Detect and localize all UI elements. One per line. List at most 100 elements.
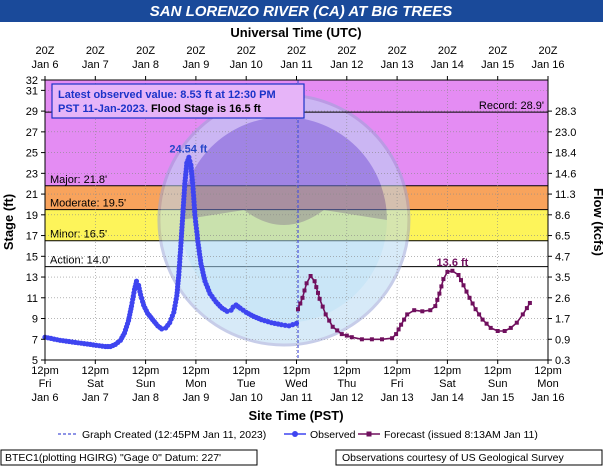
right-tick-label: 2.6 xyxy=(555,293,570,305)
left-tick-label: 13 xyxy=(26,272,38,284)
legend-observed-label: Observed xyxy=(310,429,356,441)
forecast-point xyxy=(339,332,344,337)
observed-point xyxy=(282,322,288,328)
top-tick-label-time: 20Z xyxy=(136,45,155,57)
forecast-point xyxy=(312,279,317,284)
footer-credit: Observations courtesy of US Geological S… xyxy=(342,452,565,464)
forecast-point xyxy=(484,321,489,326)
bottom-tick-label-time: 12pm xyxy=(132,365,160,377)
forecast-point xyxy=(327,318,332,323)
left-axis-title: Stage (ft) xyxy=(1,194,16,250)
forecast-point xyxy=(441,277,446,282)
bottom-tick-label-day: Sat xyxy=(87,378,104,390)
forecast-point xyxy=(437,291,442,296)
legend-created-label: Graph Created (12:45PM Jan 11, 2023) xyxy=(82,429,266,441)
bottom-tick-label-time: 12pm xyxy=(82,365,110,377)
forecast-point xyxy=(456,273,461,277)
noaa-logo-watermark xyxy=(157,93,411,347)
bottom-tick-label-day: Fri xyxy=(391,378,404,390)
footer: BTEC1(plotting HGIRG) "Gage 0" Datum: 22… xyxy=(0,449,603,466)
top-tick-label-time: 20Z xyxy=(237,45,256,57)
forecast-point xyxy=(308,274,313,278)
right-tick-label: 8.6 xyxy=(555,210,570,222)
top-tick-label-time: 20Z xyxy=(36,45,55,57)
legend: Graph Created (12:45PM Jan 11, 2023) Obs… xyxy=(58,429,538,441)
left-tick-label: 17 xyxy=(26,231,38,243)
bottom-tick-label-time: 12pm xyxy=(434,365,462,377)
bottom-tick-label-date: Jan 13 xyxy=(381,392,414,404)
top-tick-label-date: Jan 12 xyxy=(330,59,363,71)
forecast-point xyxy=(323,312,328,317)
left-tick-label: 7 xyxy=(32,334,38,346)
forecast-point xyxy=(316,290,320,295)
right-tick-label: 6.5 xyxy=(555,231,570,243)
forecast-point xyxy=(470,301,475,306)
bottom-tick-label-time: 12pm xyxy=(182,365,210,377)
title-bar xyxy=(0,0,603,22)
bottom-tick-label-day: Sat xyxy=(439,378,456,390)
right-tick-label: 23.0 xyxy=(555,127,576,139)
bottom-tick-label-date: Jan 15 xyxy=(481,392,514,404)
forecast-point xyxy=(445,269,450,274)
bottom-tick-label-date: Jan 14 xyxy=(431,392,464,404)
forecast-point xyxy=(514,320,519,325)
forecast-point xyxy=(405,312,410,317)
top-tick-label-date: Jan 15 xyxy=(481,59,514,71)
right-tick-label: 4.7 xyxy=(555,251,570,263)
forecast-point xyxy=(349,335,354,340)
left-tick-label: 19 xyxy=(26,210,38,222)
watermark-gull xyxy=(180,117,387,225)
forecast-point xyxy=(464,289,469,294)
left-tick-label: 32 xyxy=(26,75,38,87)
legend-forecast-label: Forecast (issued 8:13AM Jan 11) xyxy=(384,429,538,441)
legend-forecast-marker xyxy=(366,431,372,437)
bottom-tick-label-date: Jan 7 xyxy=(82,392,109,404)
left-tick-label: 23 xyxy=(26,168,38,180)
left-tick-label: 21 xyxy=(26,189,38,201)
forecast-point xyxy=(467,295,472,300)
peak-label: 24.54 ft xyxy=(169,143,207,155)
left-tick-label: 31 xyxy=(26,85,38,97)
top-tick-label-date: Jan 9 xyxy=(182,59,209,71)
observed-point xyxy=(159,326,165,332)
observed-point xyxy=(133,278,140,284)
top-tick-label-date: Jan 14 xyxy=(431,59,464,71)
left-tick-label: 25 xyxy=(26,148,38,160)
forecast-point xyxy=(477,312,482,317)
bottom-tick-label-date: Jan 8 xyxy=(132,392,159,404)
top-tick-label-date: Jan 11 xyxy=(280,59,312,71)
bottom-tick-label-time: 12pm xyxy=(534,365,562,377)
forecast-point xyxy=(317,296,322,301)
top-tick-label-date: Jan 16 xyxy=(531,59,564,71)
left-tick-label: 29 xyxy=(26,106,38,118)
top-tick-label-date: Jan 10 xyxy=(230,59,263,71)
forecast-point xyxy=(359,337,364,342)
left-tick-label: 5 xyxy=(32,355,38,367)
forecast-point xyxy=(508,325,513,330)
forecast-point xyxy=(435,297,440,302)
bottom-tick-label-time: 12pm xyxy=(484,365,512,377)
right-tick-label: 14.6 xyxy=(555,168,576,180)
forecast-point xyxy=(459,278,463,283)
footer-left-box xyxy=(0,449,258,466)
annotation-layer: 24.54 ft 13.6 ft xyxy=(169,143,468,268)
forecast-point xyxy=(298,301,303,306)
latest-observation-line2: PST 11-Jan-2023. Flood Stage is 16.5 ft xyxy=(58,103,261,115)
right-tick-label: 18.4 xyxy=(555,148,576,160)
forecast-point xyxy=(300,295,305,300)
top-tick-label-time: 20Z xyxy=(539,45,558,57)
bottom-tick-label-time: 12pm xyxy=(31,365,59,377)
top-tick-label-time: 20Z xyxy=(488,45,507,57)
top-tick-label-time: 20Z xyxy=(388,45,407,57)
bottom-tick-label-time: 12pm xyxy=(333,365,361,377)
forecast-point xyxy=(296,307,300,312)
top-tick-label-time: 20Z xyxy=(186,45,205,57)
top-tick-label-date: Jan 8 xyxy=(132,59,159,71)
bottom-tick-label-time: 12pm xyxy=(283,365,311,377)
bottom-tick-label-date: Jan 12 xyxy=(330,392,363,404)
top-tick-label-date: Jan 13 xyxy=(381,59,414,71)
bottom-tick-label-day: Mon xyxy=(185,378,206,390)
